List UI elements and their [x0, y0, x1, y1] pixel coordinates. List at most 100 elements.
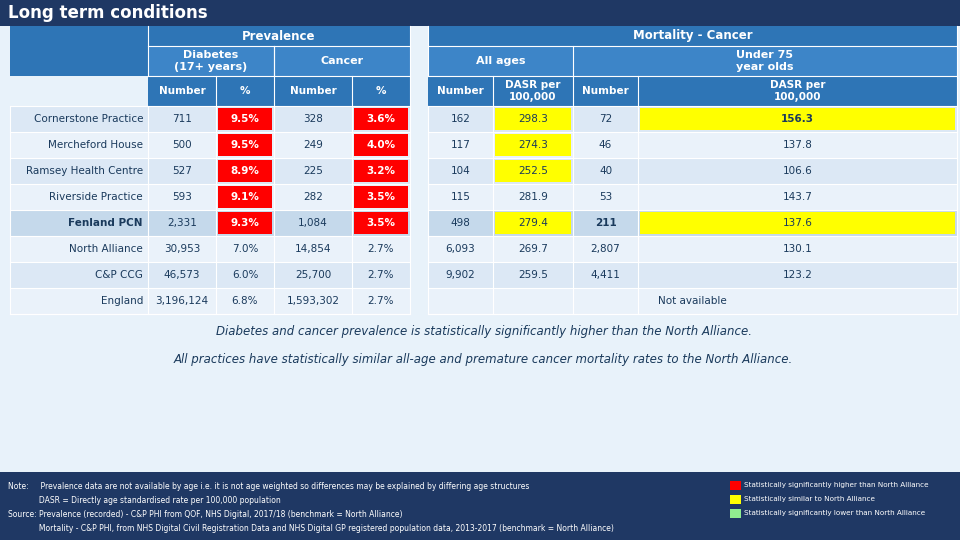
Text: DASR per
100,000: DASR per 100,000 [770, 80, 826, 102]
Bar [428, 288, 957, 314]
Bar [10, 106, 410, 132]
Bar [495, 134, 571, 156]
Text: 252.5: 252.5 [518, 166, 548, 176]
Bar [10, 184, 410, 210]
Bar [218, 134, 272, 156]
Text: All practices have statistically similar all-age and premature cancer mortality : All practices have statistically similar… [174, 354, 793, 367]
Text: Fenland PCN: Fenland PCN [68, 218, 143, 228]
Bar [428, 158, 957, 184]
Bar [354, 212, 408, 234]
Bar [10, 158, 410, 184]
Text: 249: 249 [303, 140, 323, 150]
Bar [428, 46, 573, 76]
Text: 130.1: 130.1 [782, 244, 812, 254]
Bar [10, 262, 410, 288]
Bar [354, 134, 408, 156]
Text: 30,953: 30,953 [164, 244, 201, 254]
Text: %: % [240, 86, 251, 96]
Text: 274.3: 274.3 [518, 140, 548, 150]
Text: 46: 46 [599, 140, 612, 150]
Text: DASR per
100,000: DASR per 100,000 [505, 80, 561, 102]
Text: 328: 328 [303, 114, 323, 124]
Bar [218, 212, 272, 234]
Text: 9.3%: 9.3% [230, 218, 259, 228]
Text: 1,084: 1,084 [299, 218, 328, 228]
Text: 162: 162 [450, 114, 470, 124]
Text: 14,854: 14,854 [295, 244, 331, 254]
Text: 3.5%: 3.5% [367, 192, 396, 202]
Text: 25,700: 25,700 [295, 270, 331, 280]
Bar [428, 236, 957, 262]
Text: 279.4: 279.4 [518, 218, 548, 228]
Text: Cancer: Cancer [321, 56, 364, 66]
Bar [573, 46, 957, 76]
Bar [354, 108, 408, 130]
Text: Ramsey Health Centre: Ramsey Health Centre [26, 166, 143, 176]
Text: 711: 711 [172, 114, 192, 124]
Text: England: England [101, 296, 143, 306]
Text: 2,331: 2,331 [167, 218, 197, 228]
Text: 106.6: 106.6 [782, 166, 812, 176]
Text: Note:     Prevalence data are not available by age i.e. it is not age weighted s: Note: Prevalence data are not available … [8, 482, 529, 491]
Text: 6.0%: 6.0% [231, 270, 258, 280]
Bar [638, 76, 957, 106]
Text: C&P CCG: C&P CCG [95, 270, 143, 280]
Text: %: % [375, 86, 386, 96]
Text: Prevalence: Prevalence [242, 30, 316, 43]
Bar [730, 509, 741, 518]
Bar [218, 186, 272, 208]
Bar [495, 108, 571, 130]
Text: Diabetes
(17+ years): Diabetes (17+ years) [175, 50, 248, 72]
Text: 53: 53 [599, 192, 612, 202]
Text: 225: 225 [303, 166, 323, 176]
Text: Statistically significantly higher than North Alliance: Statistically significantly higher than … [744, 482, 928, 488]
Text: Under 75
year olds: Under 75 year olds [736, 50, 794, 72]
Text: 269.7: 269.7 [518, 244, 548, 254]
Bar [428, 210, 957, 236]
Bar [428, 184, 957, 210]
Text: 72: 72 [599, 114, 612, 124]
Bar [428, 76, 493, 106]
Bar [218, 160, 272, 182]
Text: 282: 282 [303, 192, 323, 202]
Bar [640, 108, 955, 130]
Text: 6.8%: 6.8% [231, 296, 258, 306]
Bar [730, 495, 741, 504]
Bar [274, 46, 410, 76]
Text: Mortality - Cancer: Mortality - Cancer [633, 30, 753, 43]
Bar [495, 212, 571, 234]
Text: 9.1%: 9.1% [230, 192, 259, 202]
Text: 2.7%: 2.7% [368, 244, 395, 254]
Text: 2,807: 2,807 [590, 244, 620, 254]
Text: 7.0%: 7.0% [231, 244, 258, 254]
Text: 1,593,302: 1,593,302 [286, 296, 340, 306]
Text: Riverside Practice: Riverside Practice [49, 192, 143, 202]
Text: Number: Number [158, 86, 205, 96]
Bar [148, 26, 410, 46]
Text: 298.3: 298.3 [518, 114, 548, 124]
Bar [354, 160, 408, 182]
Text: Long term conditions: Long term conditions [8, 4, 207, 22]
Text: 9.5%: 9.5% [230, 114, 259, 124]
Text: 259.5: 259.5 [518, 270, 548, 280]
Text: Number: Number [582, 86, 629, 96]
Text: 6,093: 6,093 [445, 244, 475, 254]
Bar [216, 76, 274, 106]
Text: Number: Number [437, 86, 484, 96]
Bar [10, 210, 410, 236]
Text: All ages: All ages [476, 56, 525, 66]
Bar [10, 26, 410, 76]
Text: 40: 40 [599, 166, 612, 176]
Bar [10, 132, 410, 158]
Text: 137.6: 137.6 [782, 218, 812, 228]
Text: 500: 500 [172, 140, 192, 150]
Bar [495, 160, 571, 182]
Text: Diabetes and cancer prevalence is statistically significantly higher than the No: Diabetes and cancer prevalence is statis… [215, 326, 752, 339]
Bar [0, 472, 960, 540]
Bar [10, 236, 410, 262]
Bar [148, 76, 216, 106]
Text: 3.6%: 3.6% [367, 114, 396, 124]
Bar [428, 26, 957, 46]
Bar [352, 76, 410, 106]
Text: 498: 498 [450, 218, 470, 228]
